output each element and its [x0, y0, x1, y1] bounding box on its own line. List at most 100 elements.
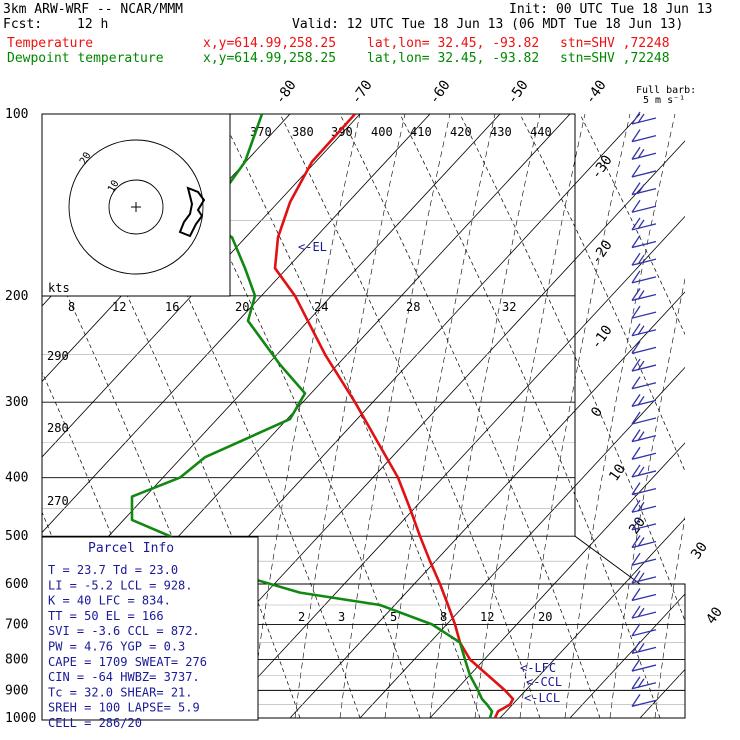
wind-barb-flag [631, 482, 641, 495]
parcel-info-row: CAPE = 1709 SWEAT= 276 [48, 655, 207, 669]
wind-barb-flag [637, 360, 645, 371]
wind-barb [631, 558, 657, 566]
wind-barb [631, 240, 657, 249]
dry-adiabat [459, 114, 685, 623]
wind-barb-flag [637, 678, 645, 689]
legend-temperature-name: Temperature [7, 36, 94, 51]
isotherm-label: -70 [348, 77, 376, 107]
wind-barb-flag [631, 288, 641, 301]
legend-dewpoint-stn: stn=SHV ,72248 [560, 51, 670, 66]
isotherm-line [42, 114, 361, 458]
wind-barb [631, 399, 657, 407]
mixing-ratio-label: 20 [538, 610, 552, 624]
pressure-label-1000: 1000 [5, 711, 36, 726]
wind-barb-flag [631, 464, 641, 478]
mixing-ratio-label: 3 [338, 610, 345, 624]
moist-adiabat [609, 277, 685, 719]
wind-barb-flag [631, 270, 641, 284]
parcel-info-row: PW = 4.76 YGP = 0.3 [48, 640, 185, 654]
wind-barb-flag [631, 235, 641, 248]
legend-temperature-latlon: lat,lon= 32.45, -93.82 [367, 36, 540, 51]
mixing-ratio-label: 8 [68, 300, 75, 314]
parcel-info-row: T = 23.7 Td = 23.0 [48, 563, 178, 577]
wind-barb-flag [637, 219, 645, 230]
level-label: <-LCL [524, 691, 560, 705]
parcel-info-row: TT = 50 EL = 166 [48, 609, 164, 623]
pressure-label-800: 800 [5, 652, 28, 667]
legend-temperature-stn: stn=SHV ,72248 [560, 36, 670, 51]
isotherm-label: -40 [582, 77, 610, 107]
wind-barb-flag [631, 641, 641, 654]
init-time: Init: 00 UTC Tue 18 Jun 13 [509, 2, 713, 17]
pressure-label-900: 900 [5, 683, 28, 698]
theta-label: 400 [371, 125, 393, 139]
wind-barb-flag [637, 466, 645, 477]
wind-barb [631, 152, 657, 160]
theta-label: 420 [450, 125, 472, 139]
parcel-info-row: LI = -5.2 LCL = 928. [48, 578, 193, 592]
wind-barb [631, 135, 657, 143]
wind-barb-flag [631, 217, 641, 231]
isotherm-label-right: 30 [688, 539, 711, 562]
theta-label: 440 [530, 125, 552, 139]
legend-dewpoint-xy: x,y=614.99,258.25 [203, 51, 337, 66]
isotherm-line [359, 366, 685, 719]
moist-adiabat [474, 114, 586, 719]
wind-barb-flag [631, 676, 641, 690]
wind-barb-flag [631, 182, 641, 195]
wind-barb [631, 329, 657, 337]
isotherm-label: -80 [272, 77, 300, 107]
isotherm-label-right: 20 [626, 514, 649, 537]
fcst-label: Fcst: [3, 17, 43, 32]
isotherm-label-right: 0 [588, 404, 606, 420]
level-label: <-CCL [526, 675, 562, 689]
wind-barb [631, 435, 657, 443]
wind-barb-flag [637, 184, 645, 194]
wind-barb-flag [631, 411, 641, 425]
level-label: <-EL [298, 240, 327, 254]
isotherm-line [429, 442, 685, 719]
wind-barb [631, 311, 657, 319]
wind-barb [631, 470, 657, 478]
moist-adiabat [564, 114, 676, 719]
wind-barb [631, 593, 657, 602]
moist-adiabat [519, 114, 631, 719]
legend-dewpoint-name: Dewpoint temperature [7, 51, 164, 66]
dry-adiabat-label: 270 [47, 494, 69, 508]
dry-adiabat [279, 114, 541, 719]
wind-barb-flag [631, 588, 641, 601]
wind-barb-flag [637, 148, 645, 159]
wind-barb-flag [631, 605, 641, 619]
parcel-info-row: SVI = -3.6 CCL = 872. [48, 624, 200, 638]
isotherm-line [42, 114, 501, 609]
parcel-info-box [41, 536, 259, 721]
wind-barb-flag [631, 376, 641, 390]
wind-barb-flag [637, 607, 645, 618]
parcel-info-row: K = 40 LFC = 834. [48, 594, 171, 608]
parcel-info-row: Tc = 32.0 SHEAR= 21. [48, 685, 193, 699]
wind-barb [631, 682, 657, 690]
wind-barb-flag [631, 693, 641, 707]
hodograph-ring-10 [108, 179, 164, 235]
wind-barb-flag [637, 572, 645, 583]
wind-barb-flag [637, 643, 645, 653]
wind-barb-flag [631, 535, 641, 548]
wind-barb-flag [637, 325, 645, 336]
wind-barb [631, 487, 657, 496]
hodograph-ring-label: 10 [106, 179, 122, 195]
moist-adiabat [654, 515, 685, 719]
hodograph-ring-label: 20 [78, 151, 94, 167]
wind-barb-flag [631, 623, 641, 637]
wind-barb [631, 576, 657, 584]
theta-label: 430 [490, 125, 512, 139]
pressure-label-700: 700 [5, 617, 28, 632]
parcel-info-row: CELL = 286/20 [48, 716, 142, 730]
parcel-info-row: CIN = -64 HWBZ= 3737. [48, 670, 200, 684]
pressure-label-400: 400 [5, 471, 28, 486]
wind-barb [631, 170, 657, 178]
isotherm-label: -50 [504, 77, 532, 107]
wind-barb [631, 417, 657, 425]
wind-barb [631, 187, 657, 196]
wind-barb-flag [631, 129, 641, 143]
